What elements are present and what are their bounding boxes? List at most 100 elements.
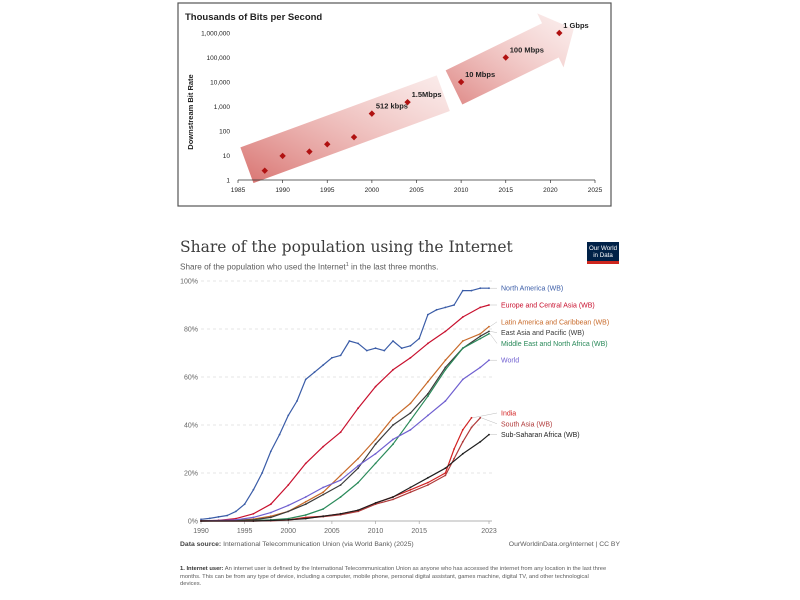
- series-point: [461, 440, 464, 443]
- series-point: [357, 342, 359, 345]
- series-point: [479, 416, 482, 419]
- series-point: [409, 412, 412, 414]
- x-tick-label: 2000: [365, 187, 380, 194]
- series-line: [201, 417, 472, 522]
- series-point: [269, 511, 272, 514]
- series-point: [278, 433, 281, 436]
- series-point: [339, 496, 342, 498]
- footnote-label: 1. Internet user:: [180, 566, 224, 572]
- series-point: [427, 380, 429, 383]
- series-point: [409, 428, 412, 431]
- series-point: [304, 503, 307, 506]
- series-label: Middle East and North Africa (WB): [501, 341, 608, 348]
- series-point: [304, 500, 307, 503]
- x-tick-label: 1990: [193, 528, 209, 535]
- series-point: [444, 368, 447, 371]
- series-point: [287, 518, 290, 521]
- series-label: Europe and Central Asia (WB): [501, 303, 595, 310]
- data-point-label: 1.5Mbps: [412, 90, 442, 99]
- series-point: [269, 519, 272, 522]
- logo-line-2: in Data: [593, 252, 613, 259]
- series-point: [488, 325, 490, 328]
- footer-link[interactable]: OurWorldinData.org/internet | CC BY: [508, 541, 620, 548]
- series-point: [357, 464, 359, 467]
- arrow-body-lower: [240, 75, 450, 184]
- series-point: [444, 306, 447, 309]
- series-point: [357, 467, 359, 470]
- series-point: [392, 443, 394, 446]
- data-point-label: 512 kbps: [376, 102, 408, 111]
- series-point: [461, 428, 464, 431]
- series-point: [409, 486, 412, 489]
- data-point-label: 1 Gbps: [563, 21, 588, 30]
- series-point: [409, 488, 412, 491]
- series-point: [444, 366, 447, 369]
- x-tick-label: 2020: [543, 187, 558, 194]
- series-point: [392, 498, 394, 501]
- series-point: [383, 349, 386, 352]
- subtitle-tail: in the last three months.: [348, 262, 439, 272]
- x-tick-label: 2010: [368, 528, 384, 535]
- series-point: [357, 457, 359, 460]
- label-connector: [481, 417, 498, 425]
- series-point: [427, 481, 429, 484]
- series-point: [287, 510, 290, 513]
- series-point: [488, 330, 490, 333]
- series-point: [418, 337, 421, 340]
- series-point: [331, 356, 333, 359]
- x-tick-label: 1985: [231, 187, 246, 194]
- y-tick-label: 100%: [180, 279, 198, 286]
- series-point: [313, 371, 316, 374]
- series-point: [322, 493, 325, 496]
- series-point: [392, 424, 394, 426]
- series-line: [200, 304, 490, 522]
- series-point: [409, 356, 412, 359]
- series-point: [339, 512, 342, 515]
- series-point: [461, 340, 464, 342]
- series-point: [322, 445, 325, 448]
- series-point: [200, 520, 202, 522]
- y-tick-label: 1,000,000: [201, 31, 230, 38]
- data-point: [324, 141, 331, 148]
- series-point: [269, 516, 272, 519]
- series-point: [374, 347, 377, 350]
- series-point: [374, 443, 377, 446]
- y-tick-label: 80%: [184, 327, 198, 334]
- y-tick-label: 10,000: [210, 80, 230, 87]
- series-label: North America (WB): [501, 286, 563, 293]
- series-point: [339, 479, 342, 482]
- x-tick-label: 2005: [409, 187, 424, 194]
- data-point: [404, 98, 411, 106]
- series-point: [357, 481, 359, 484]
- series-point: [400, 347, 403, 350]
- footnote: 1. Internet user: An internet user is de…: [180, 566, 610, 589]
- series-point: [339, 354, 342, 357]
- series-point: [470, 416, 473, 419]
- series-point: [357, 509, 359, 512]
- series-point: [453, 457, 455, 460]
- label-connector: [489, 333, 498, 344]
- series-point: [392, 368, 394, 371]
- growth-arrow: [240, 13, 574, 184]
- series-point: [339, 474, 342, 477]
- internet-share-chart: 0% 20% 40% 60% 80% 100% 1990 1995 2000 2005 2010 2…: [180, 279, 609, 536]
- series-point: [453, 304, 455, 306]
- y-tick-label: 10: [223, 153, 231, 160]
- series-point: [252, 516, 255, 519]
- owid-logo[interactable]: Our World in Data: [587, 242, 619, 264]
- logo-line-1: Our World: [588, 245, 618, 252]
- series-point: [304, 462, 307, 465]
- subtitle-text: Share of the population who used the Int…: [180, 262, 346, 272]
- series-point: [444, 467, 447, 470]
- data-point: [279, 152, 286, 160]
- series-point: [243, 503, 246, 506]
- series-point: [287, 504, 290, 507]
- series-point: [427, 484, 429, 486]
- series-point: [365, 349, 368, 352]
- y-tick-label: 1,000: [214, 104, 231, 111]
- series-point: [479, 287, 482, 290]
- series-point: [461, 289, 464, 292]
- x-tick-label: 1990: [275, 187, 290, 194]
- subtitle-footnote-marker: 1: [345, 262, 349, 268]
- x-tick-label: 2005: [324, 528, 340, 535]
